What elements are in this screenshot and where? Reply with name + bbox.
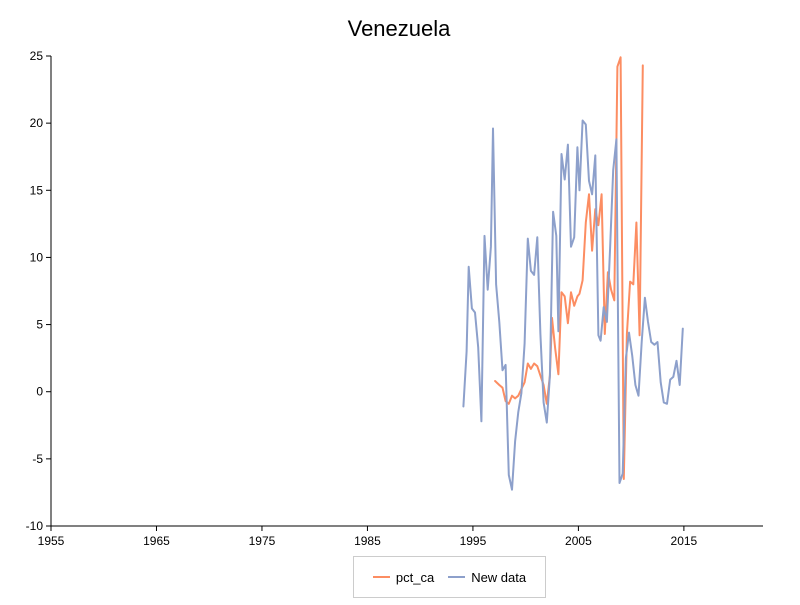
axes: -10 -5 0 5 10 15 20 25 1955 1965 1975 1985 1995 2005 2… [26,49,763,548]
x-tick-label: 2015 [671,534,698,548]
plot-area [462,56,684,491]
x-tick-label: 2005 [565,534,592,548]
y-tick-label: 15 [30,183,44,197]
legend-swatch-pct-ca [372,576,390,578]
series-line-new-data [462,119,684,491]
legend-item-pct-ca[interactable]: pct_ca [372,569,435,585]
chart-title: Venezuela [348,16,452,41]
x-tick-label: 1975 [249,534,276,548]
legend-label-new-data: New data [471,569,527,585]
x-tick-label: 1995 [460,534,487,548]
y-tick-label: 20 [30,116,44,130]
y-tick-label: 25 [30,49,44,63]
y-tick-label: 10 [30,250,44,264]
legend-swatch-new-data [448,576,466,578]
x-tick-label: 1985 [354,534,381,548]
y-tick-label: -10 [26,519,44,533]
y-tick-label: 5 [36,318,43,332]
x-tick-label: 1955 [38,534,65,548]
y-tick-label: -5 [32,452,43,466]
legend-item-new-data[interactable]: New data [448,570,526,585]
legend: pct_ca New data [353,556,546,598]
x-tick-label: 1965 [143,534,170,548]
y-tick-label: 0 [36,385,43,399]
legend-label-pct-ca: pct_ca [395,569,435,585]
